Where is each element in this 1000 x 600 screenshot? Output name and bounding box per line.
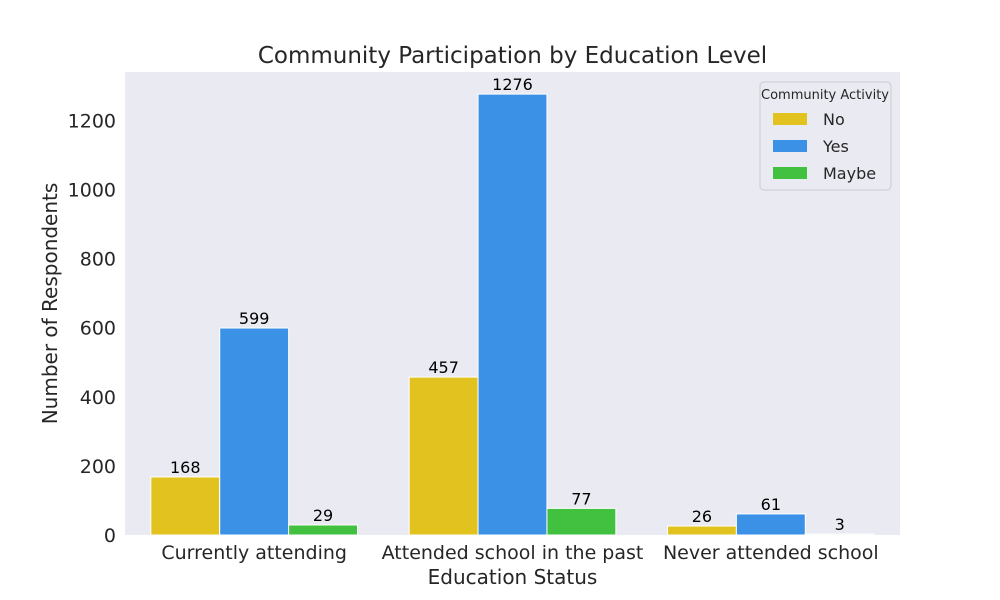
legend-label-maybe: Maybe [823, 164, 876, 183]
bar-yes-3 [735, 513, 806, 536]
y-tick-label: 0 [104, 525, 116, 547]
x-tick-label: Attended school in the past [382, 542, 644, 564]
x-axis-title: Education Status [428, 565, 598, 589]
bar-value-label: 3 [835, 515, 845, 534]
y-tick-label: 200 [80, 456, 116, 478]
legend: Community Activity No Yes Maybe [759, 81, 892, 191]
bar-value-label: 29 [313, 506, 333, 525]
bar-no-3 [667, 525, 737, 536]
legend-items: No Yes Maybe [773, 110, 876, 183]
bar-maybe-2 [546, 507, 617, 536]
y-tick-label: 1000 [68, 179, 116, 201]
bar-value-label: 1276 [492, 75, 533, 94]
legend-label-yes: Yes [822, 137, 849, 156]
bar-yes-1 [219, 327, 290, 536]
y-tick-label: 800 [80, 249, 116, 271]
y-tick-label: 1200 [68, 110, 116, 132]
bar-value-label: 599 [239, 309, 270, 328]
x-tick-label: Currently attending [161, 542, 347, 564]
legend-box [759, 81, 892, 191]
chart-title: Community Participation by Education Lev… [258, 43, 767, 69]
y-tick-label: 400 [80, 387, 116, 409]
legend-swatch-maybe [773, 167, 807, 179]
bar-no-1 [150, 476, 221, 536]
legend-title: Community Activity [761, 88, 889, 103]
y-axis-title: Number of Respondents [38, 183, 62, 425]
bar-value-label: 457 [428, 358, 459, 377]
x-axis-ticks: Currently attending Attended school in th… [161, 542, 878, 564]
bars-group [150, 93, 875, 536]
bar-value-label: 26 [692, 507, 712, 526]
x-tick-label: Never attended school [663, 542, 879, 564]
legend-label-no: No [823, 110, 845, 129]
bar-labels-group: 168 457 26 599 1276 61 29 77 3 [170, 75, 845, 534]
legend-swatch-yes [773, 140, 807, 152]
bar-no-2 [408, 376, 479, 536]
bar-value-label: 61 [761, 495, 781, 514]
y-tick-label: 600 [80, 318, 116, 340]
bar-value-label: 77 [571, 489, 591, 508]
bar-value-label: 168 [170, 458, 201, 477]
bar-maybe-1 [288, 524, 358, 536]
bar-yes-2 [477, 93, 548, 536]
legend-swatch-no [773, 113, 807, 125]
bar-maybe-3 [804, 533, 875, 536]
y-axis-ticks: 0 200 400 600 800 1000 1200 [68, 110, 116, 547]
